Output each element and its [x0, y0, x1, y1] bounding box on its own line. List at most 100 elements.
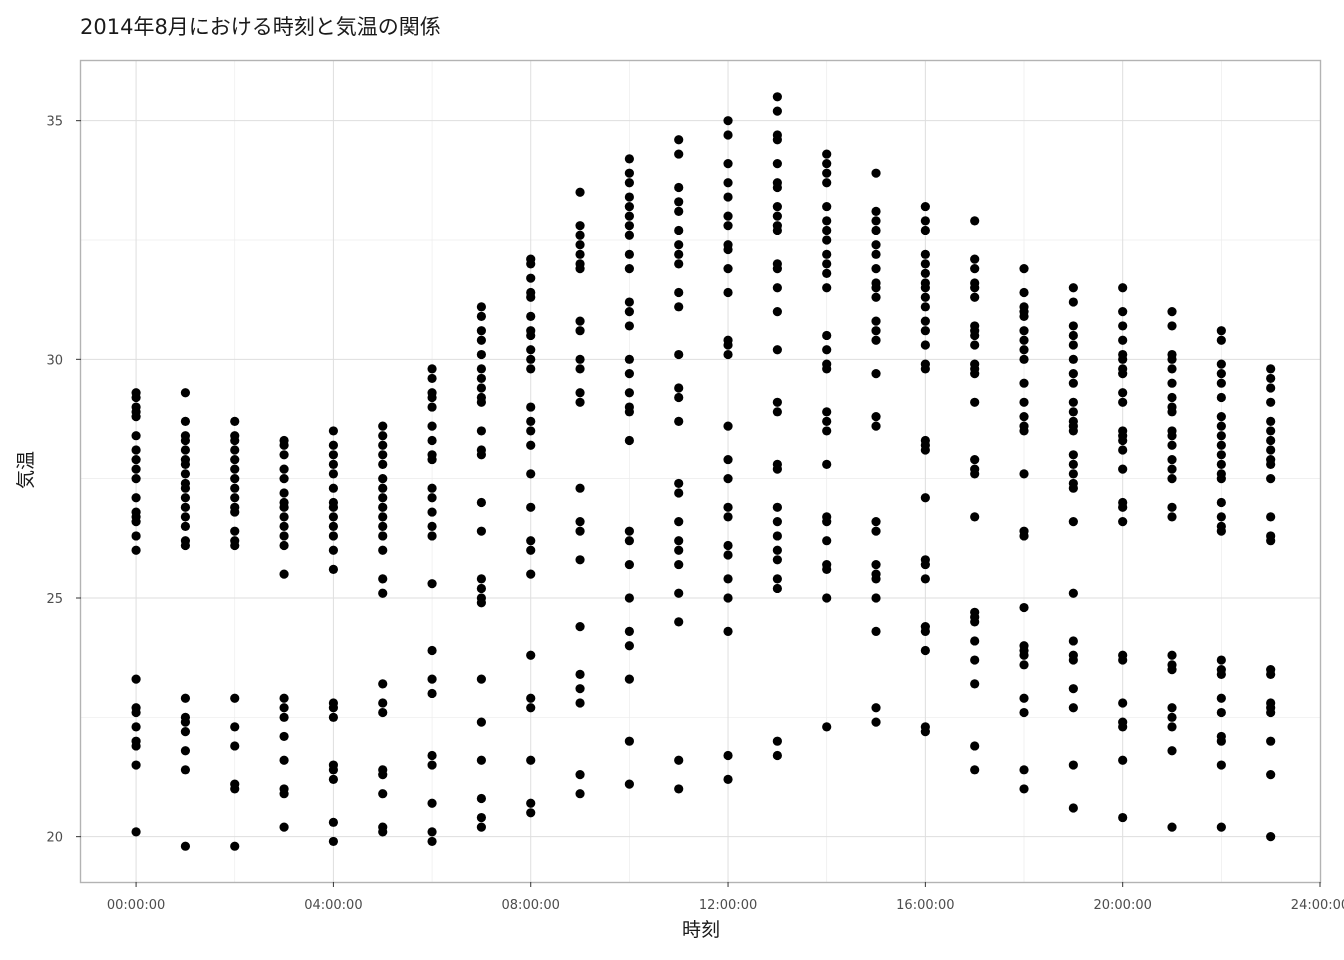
data-point	[624, 593, 634, 603]
data-point	[723, 244, 733, 255]
data-point	[723, 774, 733, 784]
data-point	[1068, 703, 1078, 713]
data-point	[526, 808, 536, 818]
data-point	[328, 521, 339, 531]
x-axis-label: 時刻	[682, 919, 720, 941]
data-point	[230, 741, 240, 751]
data-point	[1266, 832, 1276, 842]
data-point	[1068, 330, 1078, 341]
data-point	[1019, 426, 1029, 436]
data-point	[674, 392, 684, 403]
data-point	[328, 836, 339, 847]
data-point	[822, 268, 832, 279]
data-point	[624, 354, 634, 364]
x-tick-label: 08:00:00	[502, 898, 560, 913]
data-point	[476, 326, 486, 336]
data-point	[1068, 397, 1078, 407]
data-point	[772, 545, 782, 555]
data-point	[131, 412, 141, 422]
data-point	[871, 412, 881, 422]
data-point	[476, 755, 486, 765]
data-point	[427, 373, 437, 384]
data-point	[723, 192, 733, 202]
data-point	[1167, 364, 1177, 374]
data-point	[772, 306, 782, 317]
data-point	[871, 717, 881, 727]
data-point	[328, 450, 339, 460]
data-point	[476, 822, 486, 832]
data-point	[1019, 354, 1029, 364]
data-point	[1216, 440, 1226, 450]
grid-lines	[81, 61, 1320, 882]
data-point	[1019, 602, 1029, 613]
data-point	[723, 178, 733, 188]
data-point	[131, 674, 141, 684]
data-point	[180, 693, 191, 703]
data-point	[1216, 497, 1226, 508]
data-point	[180, 416, 191, 426]
data-point	[871, 316, 881, 326]
data-point	[427, 827, 437, 837]
data-point	[378, 770, 388, 780]
x-tick-label: 00:00:00	[107, 898, 165, 913]
data-point	[970, 397, 980, 407]
data-point	[378, 545, 388, 555]
data-point	[575, 187, 585, 197]
data-point	[723, 264, 733, 274]
data-point	[1019, 650, 1029, 660]
data-point	[871, 206, 881, 216]
data-point	[1068, 517, 1078, 527]
data-point	[822, 216, 832, 226]
data-point	[970, 765, 980, 775]
data-point	[1266, 383, 1276, 393]
data-point	[279, 464, 289, 474]
data-point	[970, 454, 980, 465]
data-point	[427, 507, 437, 517]
data-point	[131, 454, 141, 465]
data-point	[328, 469, 339, 479]
x-tick-label: 24:00:00	[1291, 898, 1344, 913]
data-point	[476, 335, 486, 345]
data-point	[674, 383, 684, 393]
data-point	[526, 502, 536, 512]
data-point	[230, 693, 240, 703]
data-point	[871, 264, 881, 274]
y-axis-label: 気温	[15, 451, 37, 489]
data-point	[476, 812, 486, 823]
data-point	[328, 459, 339, 469]
data-point	[1216, 707, 1226, 718]
data-point	[378, 679, 388, 689]
data-point	[378, 521, 388, 531]
data-point	[1167, 722, 1177, 732]
data-point	[575, 354, 585, 364]
data-point	[230, 526, 240, 536]
data-point	[1167, 378, 1177, 388]
data-point	[723, 550, 733, 560]
data-point	[871, 283, 881, 293]
data-point	[476, 574, 486, 584]
data-point	[920, 225, 930, 236]
data-point	[1019, 345, 1029, 355]
data-point	[723, 340, 733, 350]
data-point	[1167, 712, 1177, 722]
data-point	[1167, 431, 1177, 441]
data-point	[526, 311, 536, 321]
data-point	[230, 416, 240, 426]
data-point	[674, 135, 684, 145]
data-point	[1118, 464, 1128, 474]
data-point	[526, 440, 536, 450]
data-point	[476, 383, 486, 393]
data-point	[131, 827, 141, 837]
y-axis: 20 25 30 35	[46, 115, 81, 846]
data-point	[871, 249, 881, 259]
data-point	[131, 531, 141, 541]
data-point	[526, 364, 536, 374]
data-point	[131, 464, 141, 474]
data-point	[476, 717, 486, 727]
data-point	[970, 283, 980, 293]
data-point	[1118, 369, 1128, 379]
data-point	[1216, 459, 1226, 469]
data-point	[1216, 526, 1226, 536]
data-point	[624, 674, 634, 684]
